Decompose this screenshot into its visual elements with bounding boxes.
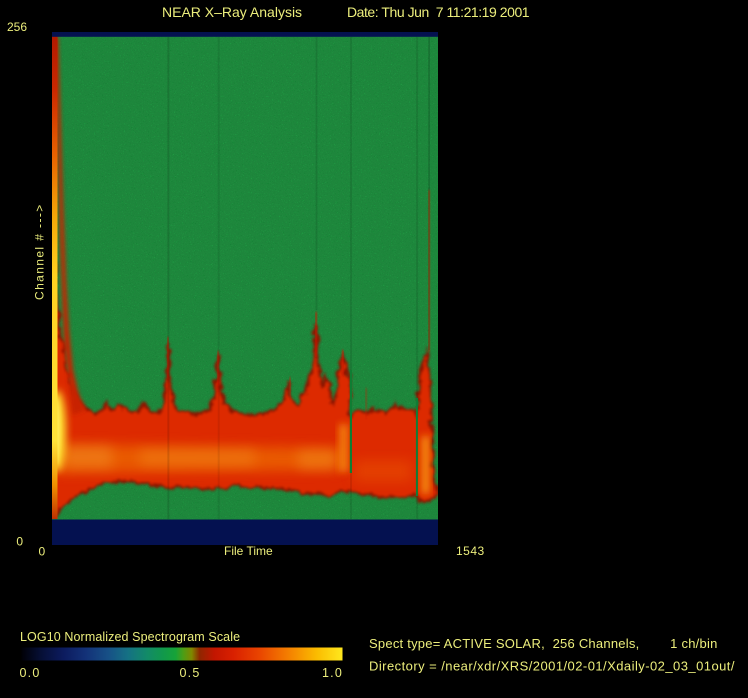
svg-text:NEAR X–Ray Analysis: NEAR X–Ray Analysis (162, 4, 302, 20)
svg-text:1.0: 1.0 (322, 666, 343, 680)
svg-text:File Time: File Time (224, 544, 273, 558)
svg-text:0.0: 0.0 (20, 666, 41, 680)
svg-text:Date: Thu Jun 7 11:21:19 2001: Date: Thu Jun 7 11:21:19 2001 (347, 4, 530, 20)
svg-text:Spect type= ACTIVE SOLAR, 256: Spect type= ACTIVE SOLAR, 256 Channels, … (369, 636, 718, 651)
svg-text:0: 0 (16, 535, 23, 549)
svg-text:1543: 1543 (456, 544, 485, 558)
svg-text:LOG10 Normalized Spectrogram S: LOG10 Normalized Spectrogram Scale (20, 630, 240, 644)
svg-text:0: 0 (39, 545, 46, 559)
svg-text:0.5: 0.5 (180, 666, 201, 680)
svg-text:Directory = /near/xdr/XRS/2001: Directory = /near/xdr/XRS/2001/02-01/Xda… (369, 659, 735, 674)
svg-text:Channel # --->: Channel # ---> (33, 203, 47, 300)
svg-text:256: 256 (7, 20, 27, 34)
